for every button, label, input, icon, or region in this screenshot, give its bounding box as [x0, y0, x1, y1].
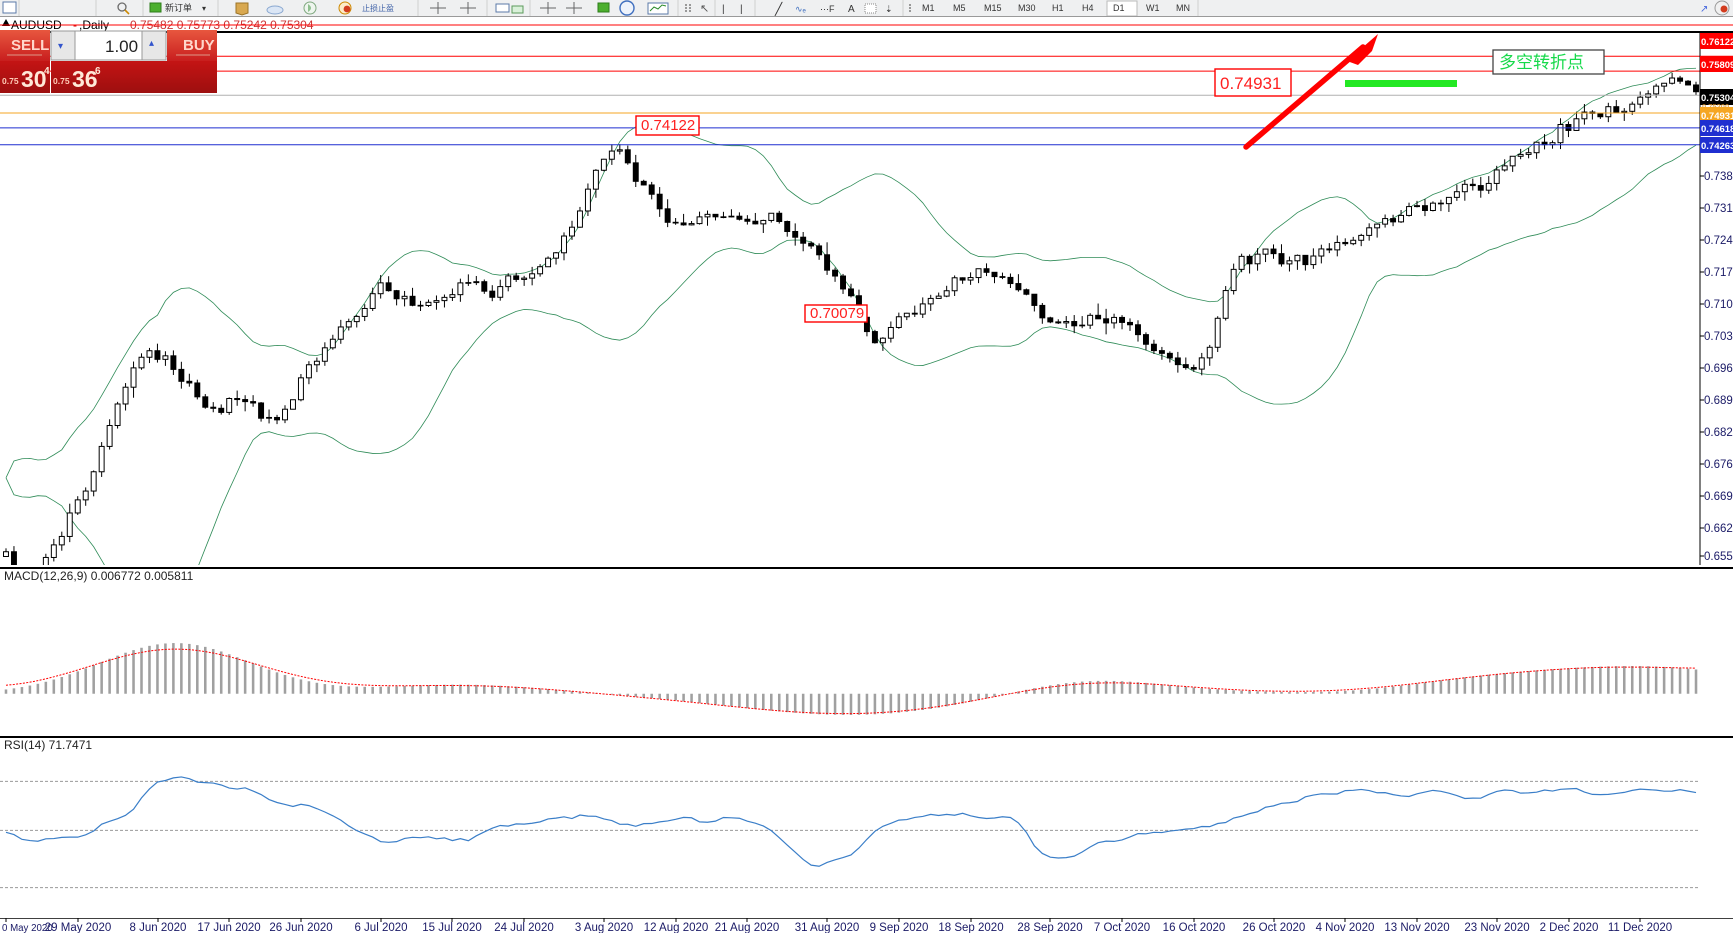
svg-text:26 Jun 2020: 26 Jun 2020	[269, 922, 332, 933]
svg-text:0.65520: 0.65520	[1704, 551, 1733, 563]
svg-text:24 Jul 2020: 24 Jul 2020	[494, 922, 553, 933]
svg-text:9 Sep 2020: 9 Sep 2020	[870, 922, 929, 933]
svg-text:8 Jun 2020: 8 Jun 2020	[130, 922, 187, 933]
svg-text:36: 36	[72, 66, 98, 92]
svg-text:18 Sep 2020: 18 Sep 2020	[938, 922, 1003, 933]
svg-text:0.69660: 0.69660	[1704, 363, 1733, 375]
svg-text:BUY: BUY	[183, 37, 215, 54]
svg-text:13 Nov 2020: 13 Nov 2020	[1384, 922, 1449, 933]
svg-text:▾: ▾	[202, 4, 206, 13]
svg-text:6 Jul 2020: 6 Jul 2020	[354, 922, 407, 933]
svg-text:0.75: 0.75	[2, 76, 19, 86]
svg-text:|: |	[740, 4, 743, 15]
svg-text:29 May 2020: 29 May 2020	[45, 922, 112, 933]
svg-text:RSI(14) 71.7471: RSI(14) 71.7471	[4, 738, 92, 752]
svg-text:↖: ↖	[700, 3, 709, 15]
svg-text:0.75: 0.75	[53, 76, 70, 86]
svg-text:M15: M15	[984, 3, 1002, 13]
svg-text:2 Dec 2020: 2 Dec 2020	[1540, 922, 1599, 933]
svg-text:0.71040: 0.71040	[1704, 299, 1733, 311]
svg-text:MACD(12,26,9) 0.006772 0.00581: MACD(12,26,9) 0.006772 0.005811	[4, 569, 194, 583]
svg-text:H1: H1	[1052, 3, 1064, 13]
svg-text:止损止盈: 止损止盈	[362, 3, 394, 13]
svg-text:0.66220: 0.66220	[1704, 523, 1733, 535]
svg-text:W1: W1	[1146, 3, 1160, 13]
svg-text:0.75809: 0.75809	[1701, 60, 1733, 71]
svg-text:0.68980: 0.68980	[1704, 395, 1733, 407]
svg-text:0.68280: 0.68280	[1704, 427, 1733, 439]
svg-text:0.74263: 0.74263	[1701, 141, 1733, 152]
svg-text:28 Sep 2020: 28 Sep 2020	[1017, 922, 1082, 933]
svg-text:|: |	[722, 4, 725, 15]
svg-text:0.70360: 0.70360	[1704, 331, 1733, 343]
svg-text:0.66900: 0.66900	[1704, 491, 1733, 503]
svg-text:30: 30	[21, 66, 47, 92]
svg-text:H4: H4	[1082, 3, 1094, 13]
svg-text:⇣: ⇣	[885, 4, 893, 14]
svg-text:D1: D1	[1113, 3, 1125, 13]
svg-text:╱: ╱	[774, 1, 783, 16]
svg-text:6: 6	[95, 66, 101, 77]
svg-text:1.00: 1.00	[105, 37, 138, 56]
svg-text:7 Oct 2020: 7 Oct 2020	[1094, 922, 1150, 933]
svg-text:11 Dec 2020: 11 Dec 2020	[1608, 922, 1672, 933]
svg-text:A: A	[848, 4, 855, 15]
svg-text:0.76122: 0.76122	[1701, 37, 1733, 48]
svg-text:↗: ↗	[1700, 4, 1708, 15]
svg-text:∿ₑ: ∿ₑ	[795, 4, 807, 14]
svg-text:0.71740: 0.71740	[1704, 267, 1733, 279]
svg-text:23 Nov 2020: 23 Nov 2020	[1464, 922, 1529, 933]
svg-text:M30: M30	[1018, 3, 1036, 13]
svg-text:0.72420: 0.72420	[1704, 235, 1733, 247]
svg-text:0.73800: 0.73800	[1704, 171, 1733, 183]
svg-text:⋯F: ⋯F	[820, 4, 835, 14]
svg-text:▴: ▴	[149, 38, 154, 49]
svg-text:15 Jul 2020: 15 Jul 2020	[422, 922, 481, 933]
svg-text:12 Aug 2020: 12 Aug 2020	[644, 922, 709, 933]
svg-text:M5: M5	[953, 3, 966, 13]
svg-text:新订单: 新订单	[165, 2, 192, 13]
svg-text:0.73120: 0.73120	[1704, 203, 1733, 215]
svg-text:SELL: SELL	[11, 37, 49, 54]
svg-text:4: 4	[44, 66, 50, 77]
svg-text:0.74618: 0.74618	[1701, 124, 1733, 135]
svg-text:26 Oct 2020: 26 Oct 2020	[1243, 922, 1306, 933]
svg-text:16 Oct 2020: 16 Oct 2020	[1163, 922, 1226, 933]
svg-text:MN: MN	[1176, 3, 1190, 13]
svg-text:M1: M1	[922, 3, 935, 13]
svg-text:31 Aug 2020: 31 Aug 2020	[795, 922, 860, 933]
svg-text:▾: ▾	[58, 41, 63, 52]
svg-text:4 Nov 2020: 4 Nov 2020	[1316, 922, 1375, 933]
svg-text:3 Aug 2020: 3 Aug 2020	[575, 922, 633, 933]
svg-text:0.67600: 0.67600	[1704, 459, 1733, 471]
svg-text:21 Aug 2020: 21 Aug 2020	[715, 922, 780, 933]
svg-text:17 Jun 2020: 17 Jun 2020	[197, 922, 260, 933]
